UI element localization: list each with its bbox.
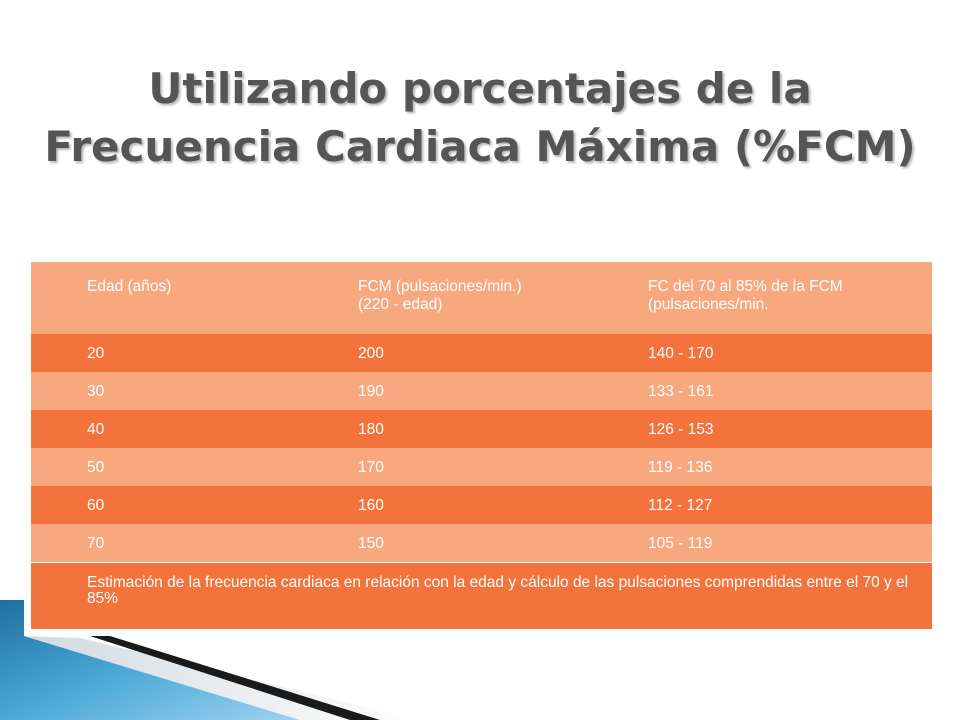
header-range-label: FC del 70 al 85% de la FCM bbox=[648, 278, 843, 295]
table-row: 20 200 140 - 170 bbox=[31, 334, 932, 372]
header-fcm-label: FCM (pulsaciones/min.) bbox=[358, 278, 522, 295]
cell-fcm: 180 bbox=[358, 421, 384, 438]
cell-range: 112 - 127 bbox=[648, 497, 713, 514]
cell-age: 30 bbox=[87, 383, 105, 400]
header-fcm-formula: (220 - edad) bbox=[358, 296, 443, 313]
cell-fcm: 160 bbox=[358, 497, 384, 514]
table-row: 60 160 112 - 127 bbox=[31, 486, 932, 524]
cell-range: 105 - 119 bbox=[648, 535, 713, 552]
table-row: 40 180 126 - 153 bbox=[31, 410, 932, 448]
header-cell-age: Edad (años) bbox=[31, 278, 302, 334]
cell-range: 133 - 161 bbox=[648, 383, 714, 400]
cell-fcm: 190 bbox=[358, 383, 384, 400]
cell-range: 140 - 170 bbox=[648, 345, 714, 362]
cell-age: 60 bbox=[87, 497, 105, 514]
table-row: 50 170 119 - 136 bbox=[31, 448, 932, 486]
decorative-corner-swoosh bbox=[0, 600, 420, 720]
cell-age: 50 bbox=[87, 459, 105, 476]
cell-fcm: 150 bbox=[358, 535, 384, 552]
cell-age: 20 bbox=[87, 345, 105, 362]
table-footer-note: Estimación de la frecuencia cardiaca en … bbox=[31, 563, 932, 629]
header-cell-fcm: FCM (pulsaciones/min.) (220 - edad) bbox=[302, 278, 592, 334]
cell-age: 40 bbox=[87, 421, 105, 438]
header-age-label: Edad (años) bbox=[87, 278, 172, 295]
slide-title-line-2: Frecuencia Cardiaca Máxima (%FCM) bbox=[44, 122, 916, 171]
cell-age: 70 bbox=[87, 535, 105, 552]
slide-title-line-1: Utilizando porcentajes de la bbox=[148, 64, 812, 113]
cell-range: 126 - 153 bbox=[648, 421, 714, 438]
header-cell-range: FC del 70 al 85% de la FCM (pulsaciones/… bbox=[592, 278, 932, 334]
cell-fcm: 200 bbox=[358, 345, 384, 362]
header-range-unit: (pulsaciones/min. bbox=[648, 296, 769, 313]
slide-title: Utilizando porcentajes de la Frecuencia … bbox=[0, 60, 960, 176]
cell-fcm: 170 bbox=[358, 459, 384, 476]
heart-rate-table: Edad (años) FCM (pulsaciones/min.) (220 … bbox=[31, 262, 932, 629]
table-header-row: Edad (años) FCM (pulsaciones/min.) (220 … bbox=[31, 262, 932, 334]
table-row: 30 190 133 - 161 bbox=[31, 372, 932, 410]
table-row: 70 150 105 - 119 bbox=[31, 524, 932, 562]
cell-range: 119 - 136 bbox=[648, 459, 713, 476]
